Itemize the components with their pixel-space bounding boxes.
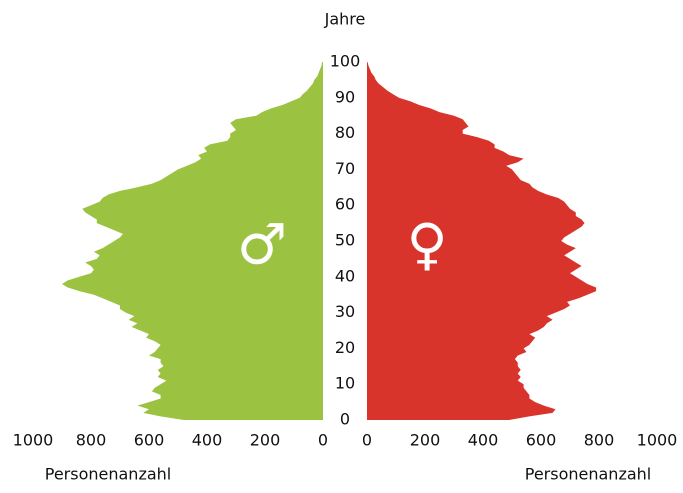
population-area <box>62 62 323 420</box>
x-tick-label: 800 <box>584 431 615 450</box>
y-tick-label: 60 <box>335 195 355 214</box>
x-tick-label: 600 <box>526 431 557 450</box>
x-tick-label: 400 <box>468 431 499 450</box>
x-axis-label: Personenanzahl <box>45 465 171 484</box>
x-tick-label: 800 <box>76 431 107 450</box>
population-area <box>367 62 597 420</box>
y-tick-label: 40 <box>335 266 355 285</box>
x-tick-label: 200 <box>250 431 281 450</box>
y-tick-label: 90 <box>335 87 355 106</box>
x-tick-label: 1000 <box>637 431 678 450</box>
y-tick-label: 100 <box>330 52 361 71</box>
y-tick-label: 10 <box>335 374 355 393</box>
y-tick-label: 50 <box>335 231 355 250</box>
x-tick-label: 400 <box>192 431 223 450</box>
x-tick-label: 0 <box>318 431 328 450</box>
y-tick-label: 70 <box>335 159 355 178</box>
legend-symbol: ♀ <box>406 212 447 277</box>
x-tick-label: 1000 <box>13 431 54 450</box>
x-tick-label: 600 <box>134 431 165 450</box>
y-tick-label: 30 <box>335 302 355 321</box>
legend-symbol: ♂ <box>237 212 287 277</box>
y-tick-label: 0 <box>340 410 350 429</box>
x-tick-label: 0 <box>362 431 372 450</box>
x-axis-label: Personenanzahl <box>525 465 651 484</box>
y-axis-label: Jahre <box>324 10 366 29</box>
y-tick-label: 20 <box>335 338 355 357</box>
x-tick-label: 200 <box>410 431 441 450</box>
y-tick-label: 80 <box>335 123 355 142</box>
